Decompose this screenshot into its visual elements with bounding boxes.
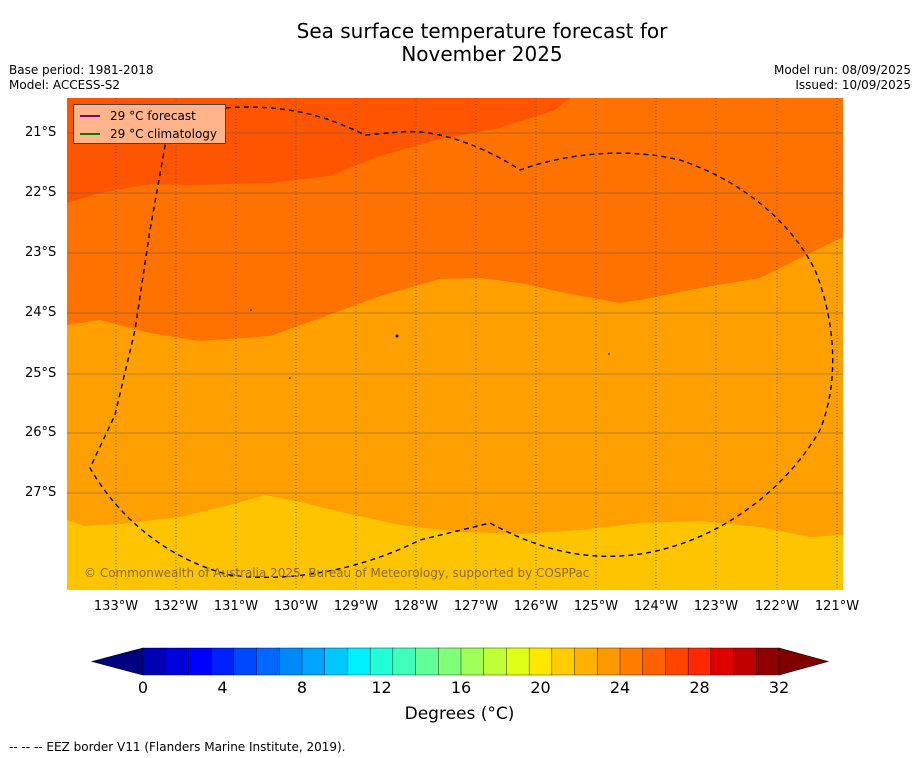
graticule (115, 98, 838, 590)
island-2 (395, 334, 399, 338)
colorbar-cell-17 (528, 647, 553, 676)
island-1 (250, 309, 252, 311)
legend-climatology-line (80, 133, 100, 135)
colorbar-tick-6: 24 (609, 678, 631, 697)
meta-right: Model run: 08/09/2025 Issued: 10/09/2025 (774, 63, 911, 93)
eez-border (89, 106, 834, 579)
colorbar-cell-23 (665, 647, 689, 676)
colorbar-cell-3 (210, 647, 235, 676)
colorbar-cell-26 (733, 647, 757, 676)
lat-label-2: 23°S (25, 245, 57, 260)
lon-label-9: 124°W (633, 599, 679, 614)
colorbar-cell-4 (233, 647, 258, 676)
colorbar-tick-4: 16 (450, 678, 472, 697)
legend-climatology: 29 °C climatology (80, 126, 217, 142)
lon-label-8: 125°W (573, 599, 619, 614)
colorbar-cell-0 (142, 647, 167, 676)
colorbar-cell-10 (369, 647, 394, 676)
lat-label-4: 25°S (25, 366, 57, 381)
colorbar-tick-5: 20 (530, 678, 551, 697)
lon-label-2: 131°W (213, 599, 259, 614)
lon-label-10: 123°W (693, 599, 739, 614)
colorbar-cell-22 (642, 647, 666, 676)
colorbar-cell-5 (256, 647, 280, 676)
colorbar-cell-2 (188, 647, 212, 676)
issued-date: Issued: 10/09/2025 (795, 78, 911, 92)
lon-label-0: 133°W (93, 599, 139, 614)
colorbar-cell-21 (619, 647, 644, 676)
colorbar-tick-0: 0 (137, 678, 149, 697)
chart-title-line2: November 2025 (401, 42, 563, 66)
colorbar-cell-27 (756, 647, 780, 676)
lon-label-5: 128°W (393, 599, 439, 614)
colorbar-tick-8: 32 (768, 678, 790, 697)
colorbar-cell-20 (597, 647, 621, 676)
colorbar-cell-14 (460, 647, 485, 676)
latitude-lines (67, 132, 843, 494)
colorbar-cell-18 (551, 647, 576, 676)
lat-label-5: 26°S (25, 425, 57, 440)
colorbar-cell-24 (687, 647, 712, 676)
colorbar-cell-19 (574, 647, 598, 676)
lon-label-11: 122°W (754, 599, 800, 614)
colorbar (90, 647, 830, 676)
lon-label-12: 121°W (814, 599, 860, 614)
island-4 (608, 353, 610, 355)
eez-footnote: -- -- -- EEZ border V11 (Flanders Marine… (9, 740, 346, 754)
colorbar-cell-6 (279, 647, 303, 676)
islands (250, 309, 610, 379)
island-3 (289, 377, 291, 379)
meta-left: Base period: 1981-2018 Model: ACCESS-S2 (9, 63, 154, 93)
colorbar-tick-2: 8 (296, 678, 308, 697)
colorbar-cell-9 (347, 647, 371, 676)
lat-label-0: 21°S (25, 125, 57, 140)
lon-label-1: 132°W (153, 599, 199, 614)
colorbar-tick-1: 4 (217, 678, 228, 697)
legend-climatology-label: 29 °C climatology (110, 127, 218, 141)
map-legend: 29 °C forecast 29 °C climatology (73, 104, 226, 144)
colorbar-cell-12 (415, 647, 439, 676)
lat-label-6: 27°S (25, 485, 57, 500)
lon-label-7: 126°W (513, 599, 559, 614)
copyright-notice: © Commonwealth of Australia 2025, Bureau… (84, 566, 590, 580)
sst-map (67, 98, 843, 590)
colorbar-cell-1 (165, 647, 189, 676)
legend-forecast-label: 29 °C forecast (110, 109, 196, 123)
legend-forecast: 29 °C forecast (80, 108, 196, 124)
colorbar-cell-7 (301, 647, 326, 676)
colorbar-tick-7: 28 (689, 678, 710, 697)
colorbar-label: Degrees (°C) (404, 704, 515, 724)
colorbar-cell-8 (324, 647, 348, 676)
colorbar-cell-11 (392, 647, 417, 676)
lon-label-4: 129°W (333, 599, 379, 614)
base-period: Base period: 1981-2018 (9, 63, 154, 77)
colorbar-cells (90, 647, 830, 676)
colorbar-tick-3: 12 (371, 678, 392, 697)
colorbar-cell-13 (438, 647, 462, 676)
model-name: Model: ACCESS-S2 (9, 78, 121, 92)
lat-label-1: 22°S (25, 185, 57, 200)
legend-forecast-line (80, 115, 100, 117)
chart-title-line1: Sea surface temperature forecast for (296, 19, 668, 43)
colorbar-extend-low (90, 647, 144, 676)
colorbar-cell-15 (483, 647, 507, 676)
model-run: Model run: 08/09/2025 (773, 63, 911, 77)
colorbar-extend-high (778, 647, 830, 676)
colorbar-cell-25 (710, 647, 735, 676)
lon-label-6: 127°W (453, 599, 499, 614)
lon-label-3: 130°W (273, 599, 319, 614)
lat-label-3: 24°S (25, 305, 57, 320)
colorbar-cell-16 (506, 647, 530, 676)
